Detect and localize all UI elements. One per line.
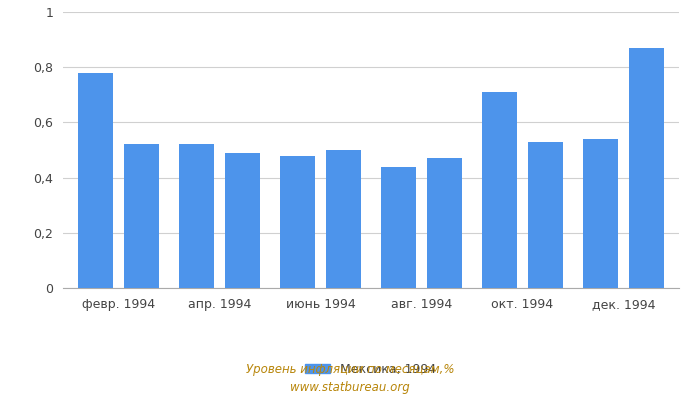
Bar (426, 158, 462, 288)
Bar (179, 144, 214, 288)
Text: www.statbureau.org: www.statbureau.org (290, 382, 410, 394)
Bar (280, 156, 316, 288)
Bar (528, 142, 563, 288)
Bar (326, 150, 361, 288)
Text: Уровень инфляции по месяцам,%: Уровень инфляции по месяцам,% (246, 364, 454, 376)
Bar (629, 48, 664, 288)
Bar (482, 92, 517, 288)
Legend: Мексика, 1994: Мексика, 1994 (300, 358, 442, 381)
Bar (78, 73, 113, 288)
Bar (583, 139, 618, 288)
Bar (225, 153, 260, 288)
Bar (124, 144, 159, 288)
Bar (381, 166, 416, 288)
